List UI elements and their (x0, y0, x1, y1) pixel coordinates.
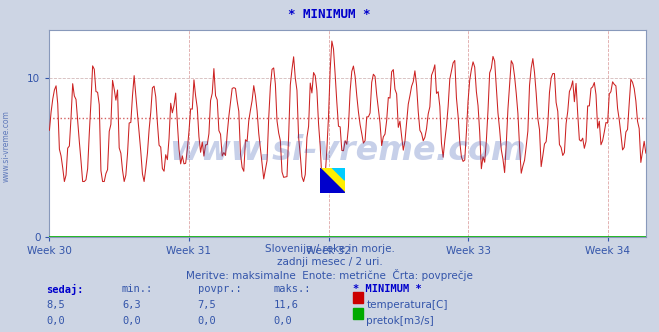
Text: 8,5: 8,5 (46, 300, 65, 310)
Polygon shape (320, 168, 345, 193)
Text: 0,0: 0,0 (273, 316, 292, 326)
Text: 0,0: 0,0 (198, 316, 216, 326)
Text: www.si-vreme.com: www.si-vreme.com (2, 110, 11, 182)
Text: sedaj:: sedaj: (46, 284, 84, 295)
Text: 11,6: 11,6 (273, 300, 299, 310)
Polygon shape (320, 168, 345, 193)
Text: 0,0: 0,0 (122, 316, 140, 326)
Text: temperatura[C]: temperatura[C] (366, 300, 448, 310)
Text: povpr.:: povpr.: (198, 284, 241, 294)
Text: Meritve: maksimalne  Enote: metrične  Črta: povprečje: Meritve: maksimalne Enote: metrične Črta… (186, 269, 473, 281)
Text: 7,5: 7,5 (198, 300, 216, 310)
Text: min.:: min.: (122, 284, 153, 294)
Text: 0,0: 0,0 (46, 316, 65, 326)
Text: zadnji mesec / 2 uri.: zadnji mesec / 2 uri. (277, 257, 382, 267)
Text: * MINIMUM *: * MINIMUM * (353, 284, 421, 294)
Text: maks.:: maks.: (273, 284, 311, 294)
Text: * MINIMUM *: * MINIMUM * (288, 8, 371, 21)
Text: Slovenija / reke in morje.: Slovenija / reke in morje. (264, 244, 395, 254)
Polygon shape (332, 168, 345, 180)
Text: pretok[m3/s]: pretok[m3/s] (366, 316, 434, 326)
Text: 6,3: 6,3 (122, 300, 140, 310)
Text: www.si-vreme.com: www.si-vreme.com (169, 134, 526, 167)
